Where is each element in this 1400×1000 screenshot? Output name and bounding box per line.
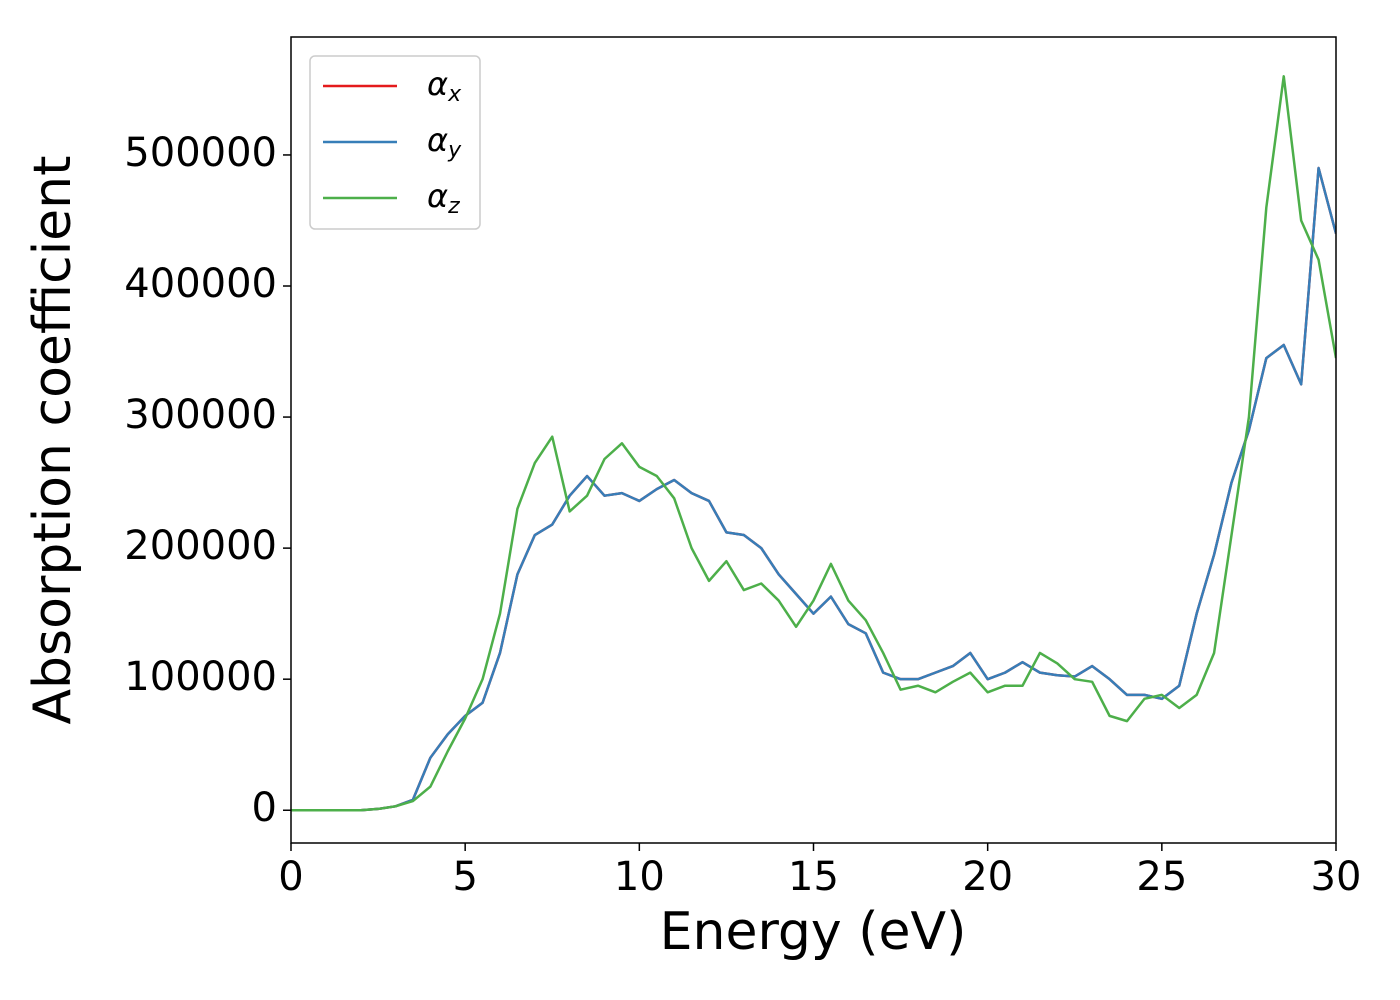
x-tick-label: 15 <box>788 854 839 900</box>
legend-label: αx <box>427 65 462 107</box>
x-tick-label: 5 <box>452 854 477 900</box>
x-tick-label: 10 <box>614 854 665 900</box>
y-tick-label: 0 <box>252 785 277 831</box>
y-tick-label: 200000 <box>124 523 277 569</box>
y-tick-label: 500000 <box>124 130 277 176</box>
x-axis-label: Energy (eV) <box>660 902 967 962</box>
line-series <box>291 166 1336 812</box>
y-tick-label: 300000 <box>124 392 277 438</box>
legend-label: αy <box>427 121 462 163</box>
legend-label: αz <box>427 177 460 219</box>
x-tick-label: 0 <box>278 854 303 900</box>
x-tick-label: 30 <box>1311 854 1362 900</box>
x-tick-label: 20 <box>962 854 1013 900</box>
plot-area <box>291 75 1336 812</box>
plot-frame <box>290 36 1337 844</box>
line-series <box>291 166 1336 812</box>
x-tick-label: 25 <box>1136 854 1187 900</box>
y-axis-label: Absorption coefficient <box>23 155 83 724</box>
line-series <box>291 75 1336 812</box>
y-tick-label: 400000 <box>124 261 277 307</box>
y-tick-label: 100000 <box>124 654 277 700</box>
